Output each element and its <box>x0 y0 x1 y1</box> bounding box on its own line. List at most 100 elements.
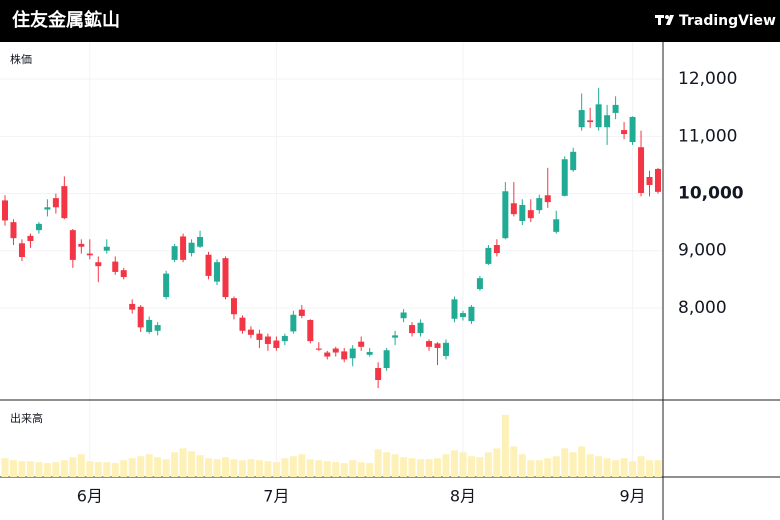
volume-bar <box>476 457 484 477</box>
pane-label: 株価 <box>10 52 32 66</box>
volume-bar <box>459 452 467 477</box>
volume-bar <box>255 460 263 477</box>
volume-bar <box>162 459 170 477</box>
volume-bar <box>111 463 119 477</box>
x-tick-label: 8月 <box>450 487 476 506</box>
candle-body <box>298 309 305 316</box>
volume-bar <box>128 458 136 477</box>
y-tick-label: 8,000 <box>678 298 727 318</box>
candle-body <box>18 243 25 258</box>
candle-body <box>103 246 110 251</box>
candle-body <box>52 198 59 208</box>
logo-shape <box>665 15 669 19</box>
volume-bar <box>629 461 637 477</box>
candle-body <box>510 203 517 215</box>
volume-bar <box>646 460 654 477</box>
brand-logo <box>655 15 674 25</box>
volume-bar <box>535 460 543 477</box>
volume-bar <box>171 452 179 477</box>
candle-body <box>205 254 212 276</box>
candle-body <box>392 335 399 338</box>
volume-bar <box>145 454 153 477</box>
candle-body <box>188 242 195 254</box>
brand-name: TradingView <box>679 13 776 29</box>
volume-bar <box>281 458 289 477</box>
volume-bar <box>196 455 204 477</box>
candle-body <box>214 262 221 282</box>
candle-body <box>417 322 424 334</box>
volume-bar <box>578 446 586 477</box>
volume-bar <box>561 448 569 477</box>
candle-body <box>434 343 441 348</box>
candle-body <box>485 247 492 264</box>
volume-bar <box>408 458 416 477</box>
candle-body <box>468 306 475 322</box>
y-tick-label: 11,000 <box>678 126 737 146</box>
candle-body <box>10 222 17 239</box>
candle-body <box>442 342 449 356</box>
volume-bar <box>137 456 145 477</box>
candle-body <box>307 319 314 342</box>
candle-body <box>197 237 204 247</box>
volume-bar <box>306 459 314 477</box>
volume-bar <box>264 461 272 477</box>
candle-body <box>638 147 645 193</box>
volume-bar <box>9 460 17 477</box>
candle-body <box>366 351 373 355</box>
volume-bar <box>552 456 560 477</box>
volume-bar <box>595 456 603 477</box>
candle-body <box>61 186 68 219</box>
candle-body <box>578 110 585 128</box>
volume-bar <box>188 451 196 477</box>
volume-bar <box>603 458 611 477</box>
y-tick-label: 10,000 <box>678 184 744 204</box>
volume-bar <box>205 458 213 477</box>
candle-body <box>239 317 246 331</box>
volume-bar <box>544 458 552 477</box>
candle-body <box>519 204 526 221</box>
volume-bar <box>569 452 577 477</box>
candle-body <box>146 319 153 332</box>
volume-bar <box>391 454 399 477</box>
candle-body <box>544 195 551 203</box>
volume-bar <box>467 456 475 477</box>
volume-bar <box>289 456 297 477</box>
volume-bar <box>221 457 229 477</box>
candle-body <box>527 210 534 219</box>
candle-body <box>264 336 271 344</box>
candle-body <box>35 223 42 231</box>
volume-bar <box>213 459 221 477</box>
candle-body <box>180 236 187 260</box>
volume-bar <box>43 463 51 477</box>
candle-body <box>129 303 136 310</box>
volume-bar <box>349 460 357 477</box>
volume-bar <box>120 460 128 477</box>
candle-body <box>570 151 577 171</box>
candle-body <box>493 245 500 254</box>
candle-body <box>604 115 611 128</box>
volume-bar <box>484 452 492 477</box>
candle-body <box>163 273 170 298</box>
volume-bar <box>425 459 433 477</box>
candle-body <box>612 104 619 113</box>
candle-body <box>561 159 568 196</box>
candle-body <box>349 348 356 359</box>
volume-bar <box>26 461 34 477</box>
candle-body <box>332 348 339 353</box>
candle-body <box>409 325 416 334</box>
volume-bar <box>620 458 628 477</box>
volume-bar <box>527 460 535 477</box>
candle-body <box>646 176 653 185</box>
candle-body <box>27 235 34 242</box>
volume-bar <box>154 457 162 477</box>
candle-body <box>69 230 76 260</box>
candle-body <box>400 312 407 319</box>
volume-bar <box>35 462 43 477</box>
candle-body <box>459 313 466 318</box>
candle-body <box>44 207 51 210</box>
candle-body <box>341 351 348 360</box>
volume-bar <box>69 457 77 477</box>
candle-body <box>230 298 237 315</box>
volume-bar <box>323 461 331 477</box>
